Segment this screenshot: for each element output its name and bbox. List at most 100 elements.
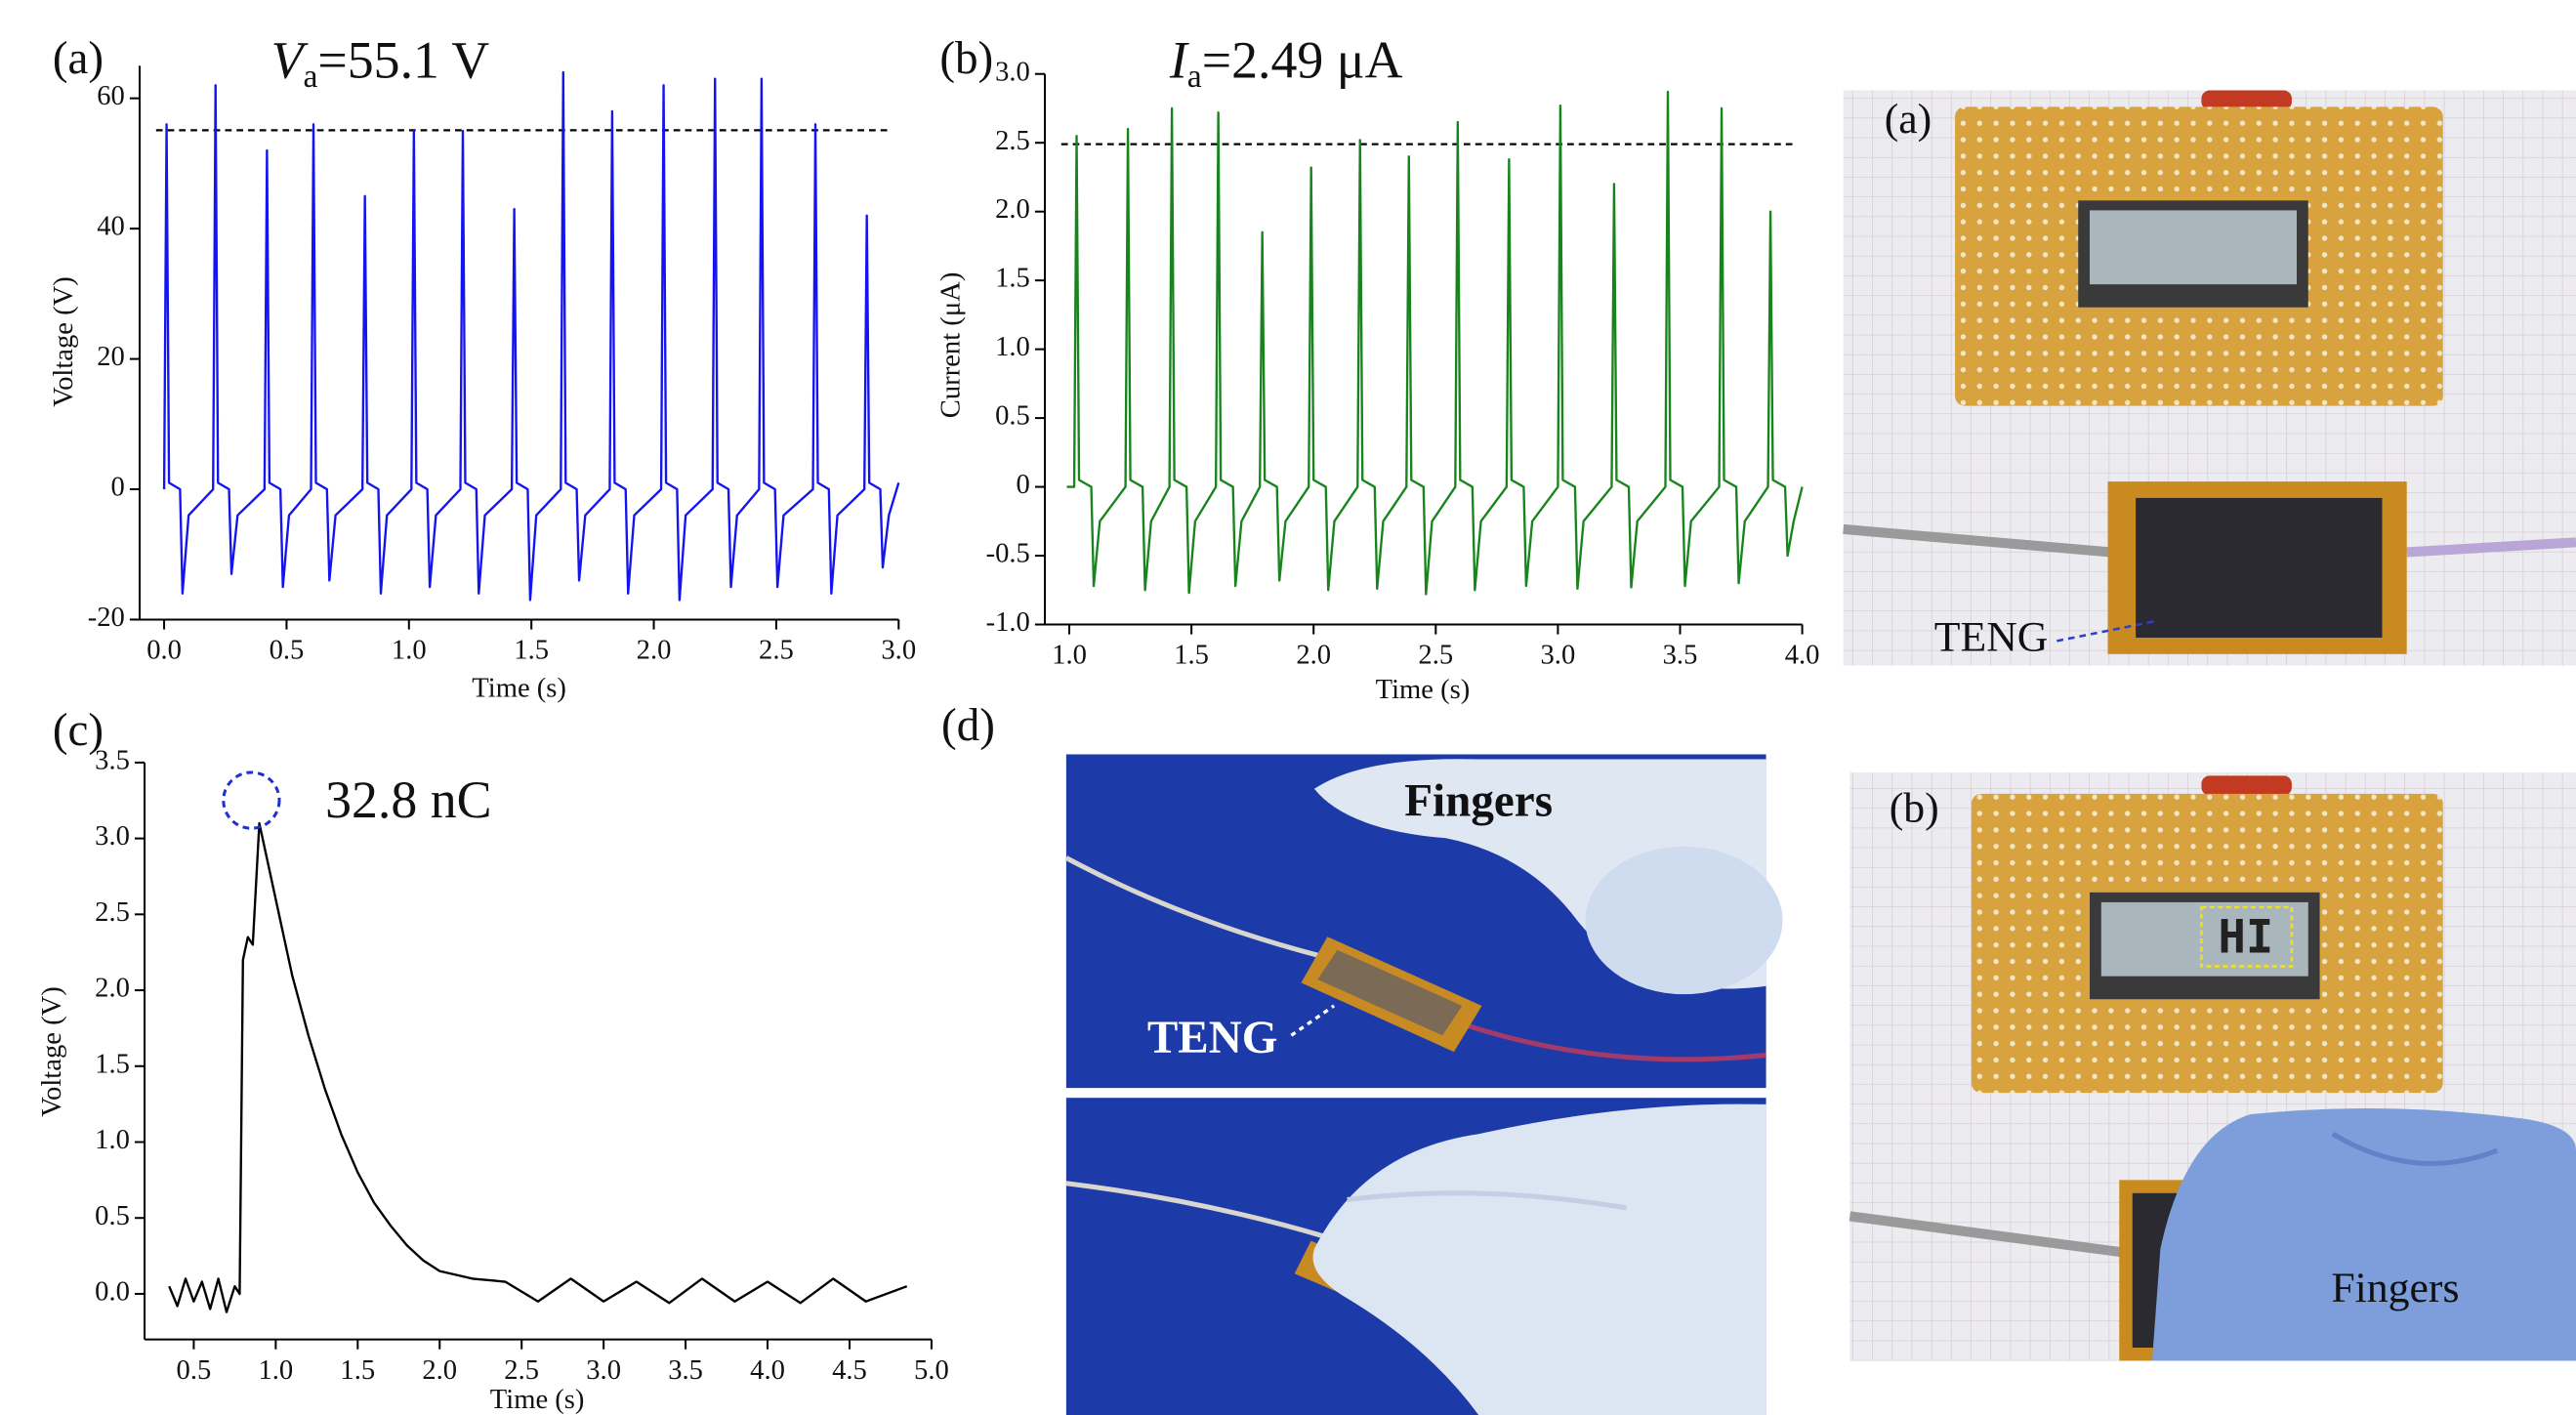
photo-label: Fingers — [1404, 775, 1553, 826]
y-tick-label: -0.5 — [986, 539, 1030, 569]
photo-b: HI (b) Fingers — [1849, 771, 2576, 1361]
highlight-box — [2200, 905, 2294, 968]
lcd-screen — [2090, 210, 2297, 285]
x-tick-label: 2.0 — [1296, 641, 1331, 671]
x-tick-label: 2.5 — [759, 636, 794, 666]
panel-label: (c) — [53, 705, 104, 756]
x-tick-label: 4.0 — [1785, 641, 1820, 671]
tube — [2406, 537, 2576, 558]
x-tick-label: 3.5 — [668, 1355, 703, 1386]
y-tick-label: 2.5 — [95, 897, 130, 928]
connector — [2201, 90, 2292, 110]
x-axis-title: Time (s) — [1376, 675, 1471, 705]
x-tick-label: 1.0 — [392, 636, 427, 666]
lcd-screen — [2100, 901, 2308, 977]
photo-label: Fingers — [2331, 1265, 2459, 1311]
y-tick-label: 3.0 — [995, 57, 1030, 87]
y-tick-label: 0 — [1017, 470, 1030, 500]
peak-marker — [222, 770, 281, 830]
x-tick-label: 2.0 — [637, 636, 672, 666]
tube — [1843, 523, 2112, 558]
y-tick-label: 1.0 — [995, 332, 1030, 362]
x-tick-label: 1.0 — [1052, 641, 1087, 671]
glove-fold — [1347, 1190, 1627, 1211]
y-tick-label: 2.0 — [995, 194, 1030, 225]
x-tick-label: 4.5 — [832, 1355, 867, 1386]
annotation-value: =2.49 μA — [1202, 31, 1403, 90]
pointer — [1290, 1004, 1336, 1037]
x-tick-label: 1.0 — [258, 1355, 293, 1386]
wire — [1064, 855, 1323, 959]
panel-label: (a) — [53, 33, 104, 84]
annotation: Ia=2.49 μA — [1169, 31, 1403, 95]
y-tick-label: 0.0 — [95, 1277, 130, 1308]
y-tick-label: 3.0 — [95, 821, 130, 852]
data-line — [168, 821, 908, 1313]
annotation: 32.8 nC — [325, 770, 491, 829]
connector — [2201, 775, 2292, 796]
wire — [1466, 1022, 1766, 1062]
x-tick-label: 0.0 — [146, 636, 182, 666]
data-line — [1066, 90, 1804, 596]
x-tick-label: 2.5 — [1418, 641, 1453, 671]
y-tick-label: 40 — [97, 212, 125, 242]
glove-fold — [2331, 1132, 2499, 1166]
photo-label: (a) — [1885, 96, 1932, 143]
annotation-symbol: V — [271, 31, 310, 90]
x-tick-label: 5.0 — [914, 1355, 949, 1386]
x-axis-title: Time (s) — [490, 1385, 585, 1415]
y-axis-title: Voltage (V) — [37, 986, 67, 1117]
glove — [1312, 1103, 1766, 1415]
x-tick-label: 2.5 — [504, 1355, 539, 1386]
y-tick-label: 1.0 — [95, 1125, 130, 1155]
annotation: Va=55.1 V — [271, 31, 490, 95]
teng-electrode — [2136, 497, 2383, 638]
chart: (c) 0.0 0.5 1.0 1.5 2.0 2.5 3.0 3.5 0.5 1.0 1.5 2.0 2… — [37, 705, 949, 1415]
x-tick-label: 1.5 — [514, 636, 549, 666]
y-tick-label: 3.5 — [95, 745, 130, 775]
y-tick-label: 1.5 — [995, 264, 1030, 294]
y-tick-label: 20 — [97, 342, 125, 372]
glove — [1585, 846, 1783, 995]
pointer — [2057, 619, 2156, 643]
y-tick-label: 0.5 — [95, 1201, 130, 1231]
panel-label: (b) — [939, 33, 993, 84]
x-tick-label: 1.5 — [340, 1355, 375, 1386]
annotation-subscript: a — [1187, 58, 1202, 94]
annotation-value: =55.1 V — [317, 31, 489, 90]
data-line — [162, 70, 900, 602]
y-tick-label: 2.0 — [95, 974, 130, 1004]
x-tick-label: 3.0 — [881, 636, 916, 666]
wire — [1065, 1181, 1324, 1238]
y-tick-label: 1.5 — [95, 1049, 130, 1079]
x-tick-label: 3.0 — [1541, 641, 1576, 671]
x-tick-label: 3.5 — [1663, 641, 1698, 671]
x-tick-label: 0.5 — [270, 636, 305, 666]
photo-label: (b) — [1890, 784, 1939, 831]
photo-label: TENG — [1147, 1013, 1277, 1063]
photo-label: TENG — [1934, 613, 2049, 660]
x-tick-label: 4.0 — [750, 1355, 785, 1386]
chart: (a) -20 0 20 40 60 0.0 0.5 1.0 1.5 2.0 2.5 3.0 Time (… — [49, 31, 916, 704]
y-tick-label: 0.5 — [995, 401, 1030, 432]
panel-label: (d) — [941, 700, 995, 751]
y-axis-title: Voltage (V) — [49, 276, 79, 407]
y-tick-label: 0 — [111, 473, 125, 503]
x-tick-label: 2.0 — [422, 1355, 457, 1386]
y-tick-label: -1.0 — [986, 607, 1030, 638]
annotation-symbol: I — [1169, 31, 1190, 90]
teng-electrode — [1317, 949, 1463, 1036]
chart: (b) -1.0 -0.5 0 0.5 1.0 1.5 2.0 2.5 3.0 1.0 1.5 2.0 2… — [935, 31, 1819, 705]
y-tick-label: 2.5 — [995, 126, 1030, 156]
x-tick-label: 3.0 — [586, 1355, 621, 1386]
lcd-text: HI — [2218, 911, 2273, 965]
photo-a: (a) TENG — [1843, 90, 2576, 666]
y-tick-label: 60 — [97, 81, 125, 111]
y-axis-title: Current (μA) — [935, 272, 966, 419]
y-tick-label: -20 — [88, 603, 125, 633]
x-axis-title: Time (s) — [472, 673, 566, 703]
glove — [2151, 1108, 2576, 1361]
tube — [1849, 1211, 2124, 1258]
